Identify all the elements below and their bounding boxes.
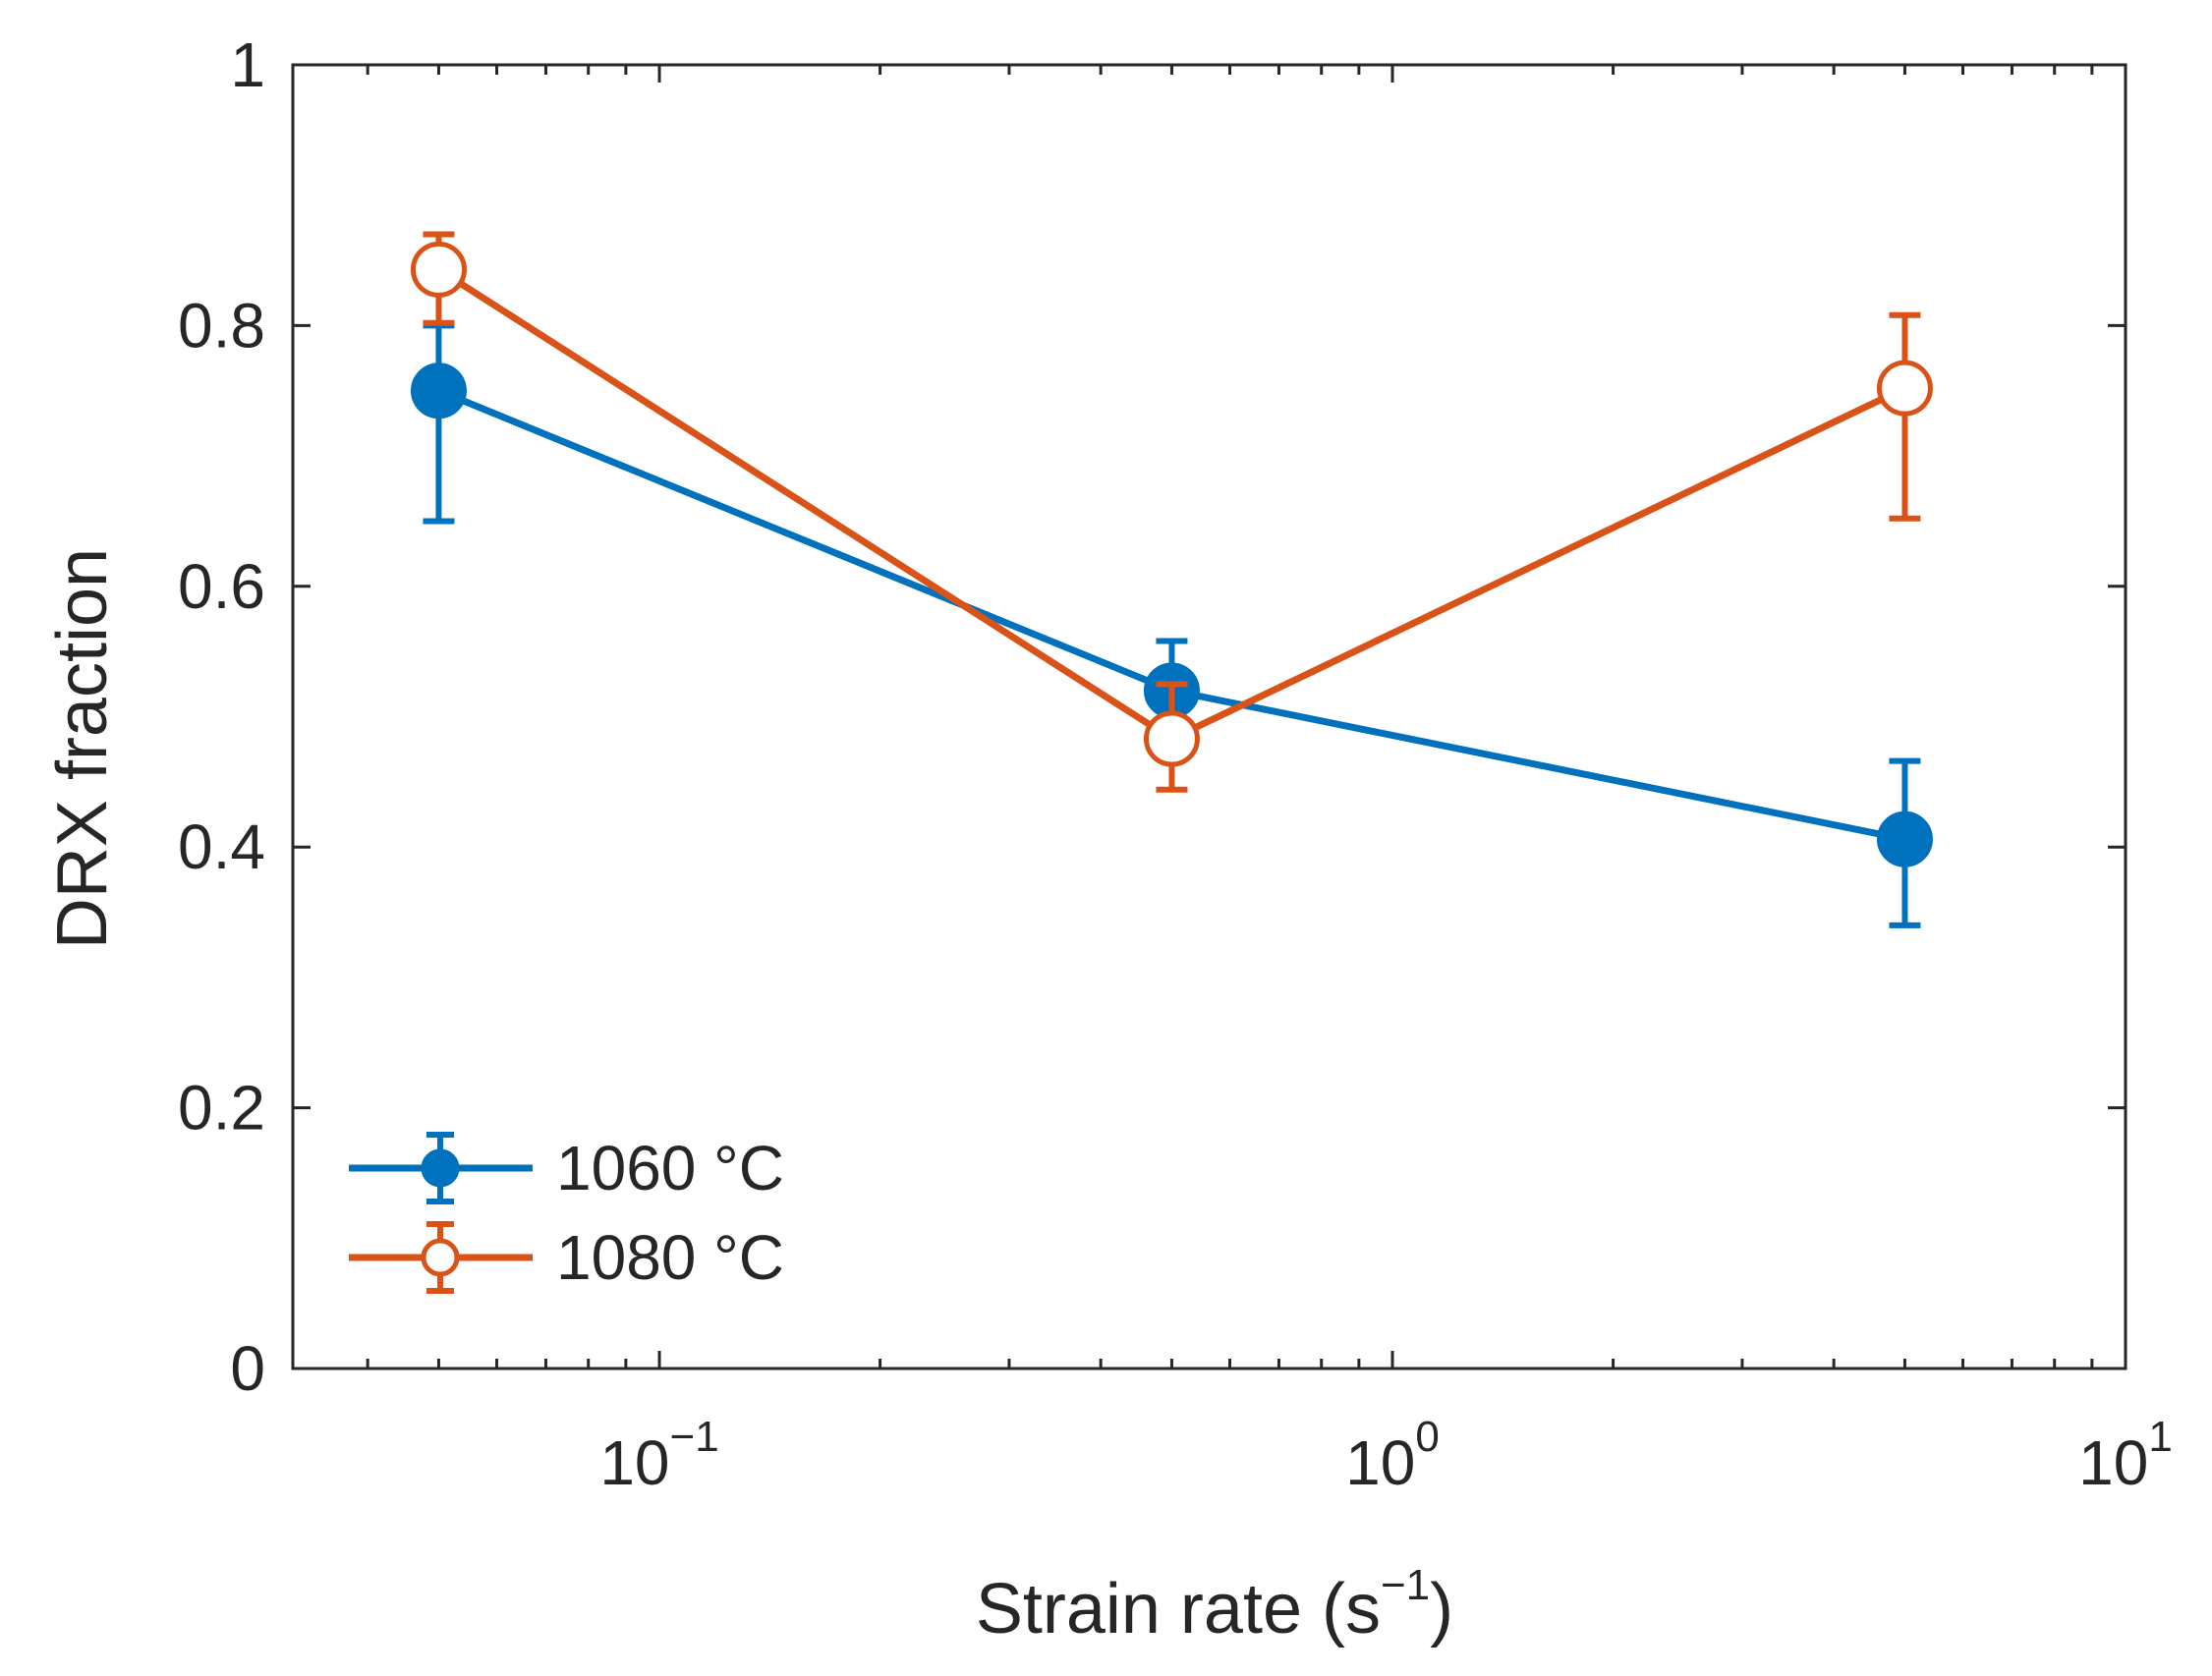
legend-marker [421,1148,460,1188]
data-point [1143,710,1200,767]
x-tick-label: 10−1 [599,1413,718,1498]
legend-item-0: 1060 °C [349,1132,784,1204]
data-point [1876,360,1933,417]
legend-item-1: 1080 °C [349,1221,784,1294]
x-axis-label: Strain rate (s−1) [976,1561,1453,1648]
data-point [410,241,467,298]
legend-marker [421,1238,460,1277]
legend-label: 1060 °C [556,1133,784,1203]
axes-layer: 0 0.2 0.4 0.6 0.8 1 10−1 100 101 [178,29,2173,1498]
y-tick-label: 0.6 [178,551,265,622]
series-1 [410,231,1933,793]
legend-label: 1080 °C [556,1222,784,1293]
series-layer [410,231,1933,928]
y-tick-label: 0.2 [178,1073,265,1144]
y-tick-label: 0.4 [178,811,265,882]
legend: 1060 °C 1080 °C [349,1132,784,1294]
y-axis-label: DRX fraction [43,548,122,949]
plot-frame [291,63,2127,1370]
data-point [1876,810,1933,867]
y-tick-label: 0.8 [178,290,265,361]
series-0 [410,322,1933,928]
y-tick-label: 1 [230,29,265,100]
x-tick-label: 100 [1345,1413,1440,1498]
data-point [410,363,467,419]
y-tick-label: 0 [230,1333,265,1404]
x-tick-label: 101 [2078,1413,2173,1498]
